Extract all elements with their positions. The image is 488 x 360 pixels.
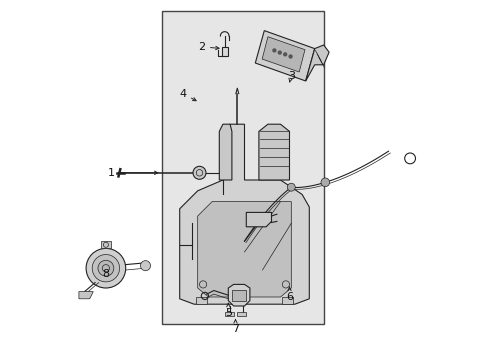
Circle shape	[140, 261, 150, 271]
Text: 6: 6	[285, 292, 292, 302]
Polygon shape	[179, 124, 309, 304]
Circle shape	[320, 178, 329, 186]
Text: 8: 8	[102, 269, 109, 279]
Polygon shape	[219, 124, 231, 180]
Circle shape	[98, 260, 114, 276]
Circle shape	[92, 255, 120, 282]
Text: 4: 4	[180, 89, 186, 99]
Text: 7: 7	[231, 324, 239, 334]
Bar	[282, 297, 292, 304]
Polygon shape	[305, 45, 328, 81]
Polygon shape	[262, 37, 305, 72]
Bar	[237, 312, 246, 316]
Circle shape	[277, 50, 282, 55]
Circle shape	[193, 166, 205, 179]
Polygon shape	[101, 241, 111, 248]
Bar	[231, 290, 246, 301]
Text: 2: 2	[197, 42, 204, 52]
Text: 3: 3	[287, 71, 294, 81]
Polygon shape	[228, 284, 249, 306]
Circle shape	[288, 54, 292, 59]
Polygon shape	[258, 124, 289, 180]
Polygon shape	[255, 31, 314, 81]
Bar	[162, 11, 323, 324]
Text: 5: 5	[224, 308, 231, 318]
Polygon shape	[79, 292, 93, 299]
Text: 1: 1	[107, 168, 115, 178]
Circle shape	[86, 248, 125, 288]
Bar	[222, 47, 227, 56]
Circle shape	[272, 48, 276, 53]
Circle shape	[287, 183, 295, 191]
Polygon shape	[197, 202, 291, 297]
Circle shape	[283, 52, 287, 57]
Bar	[224, 312, 233, 316]
Bar	[196, 297, 206, 304]
Polygon shape	[246, 212, 271, 227]
